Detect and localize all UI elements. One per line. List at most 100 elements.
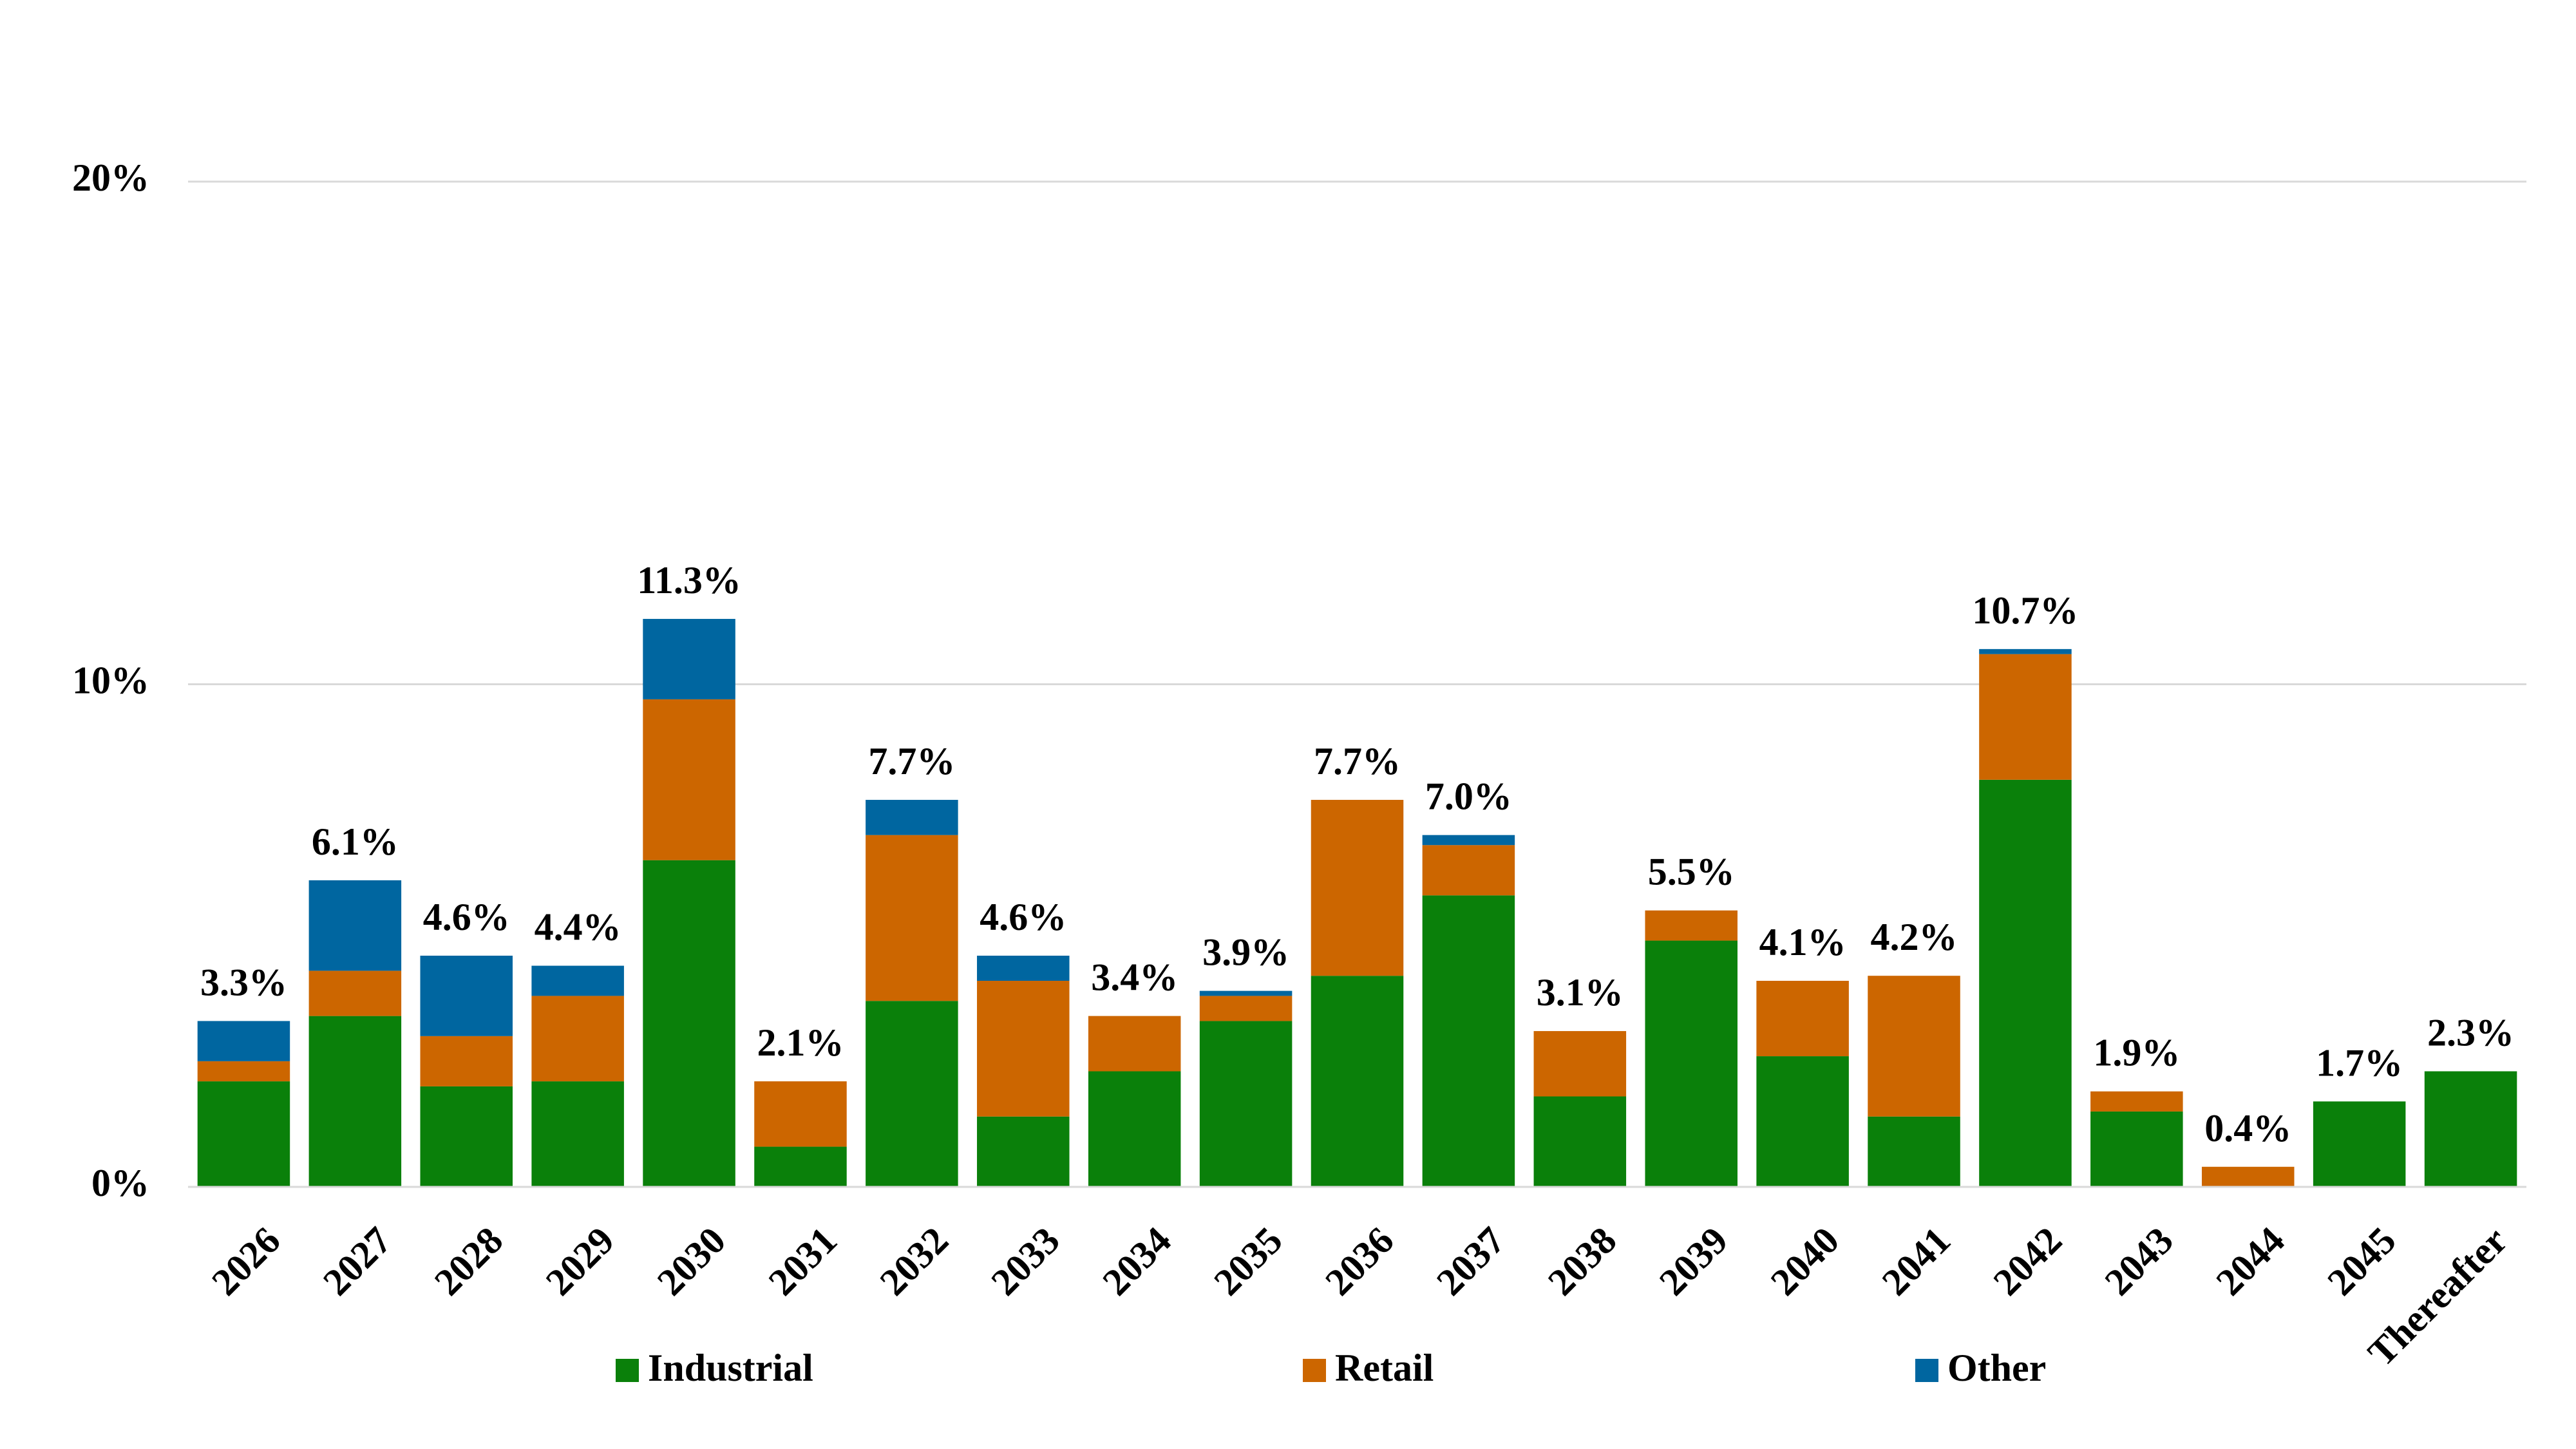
x-tick-label: 2033	[983, 1219, 1068, 1304]
data-label: 2.3%	[2427, 1011, 2514, 1054]
data-label: 1.7%	[2316, 1041, 2403, 1084]
bar-segment	[197, 1061, 290, 1082]
bar-segment	[420, 1036, 513, 1086]
bar-segment	[531, 965, 624, 996]
data-label: 10.7%	[1972, 589, 2078, 632]
bar-segment	[1422, 835, 1515, 846]
legend-swatch	[1915, 1359, 1938, 1382]
legend-label: Retail	[1335, 1347, 1434, 1389]
bar-segment	[1979, 654, 2072, 780]
bar-segment	[866, 835, 958, 1001]
bar-segment	[1979, 779, 2072, 1187]
bar-segment	[2090, 1111, 2183, 1187]
x-tick-label: 2044	[2208, 1219, 2293, 1304]
bar-segment	[1868, 1116, 1960, 1187]
bar-segment	[308, 880, 402, 971]
bar-segment	[866, 800, 958, 835]
bar-segment	[643, 699, 735, 860]
x-tick-label: 2032	[872, 1219, 957, 1304]
bar-segment	[1645, 910, 1738, 941]
bar-segment	[2201, 1166, 2295, 1187]
data-label: 11.3%	[637, 559, 741, 601]
bar-segment	[1422, 845, 1515, 896]
y-tick-label: 20%	[72, 156, 149, 199]
x-tick-label: 2040	[1763, 1219, 1848, 1304]
data-label: 3.9%	[1202, 931, 1289, 974]
x-tick-label: 2038	[1540, 1219, 1625, 1304]
bar-segment	[1199, 1021, 1293, 1187]
legend-swatch	[1303, 1359, 1326, 1382]
x-tick-label: 2045	[2319, 1219, 2404, 1304]
legend-swatch	[616, 1359, 639, 1382]
data-label: 1.9%	[2093, 1032, 2180, 1074]
x-tick-label: 2026	[204, 1219, 289, 1304]
data-label: 6.1%	[312, 820, 399, 863]
bar-segment	[1645, 940, 1738, 1187]
data-label: 3.3%	[200, 961, 287, 1003]
y-tick-label: 0%	[91, 1162, 149, 1204]
bar-segment	[2090, 1091, 2183, 1112]
bar-segment	[754, 1081, 847, 1147]
data-label: 7.7%	[1314, 740, 1401, 782]
bar-segment	[1311, 976, 1404, 1187]
bar-segment	[197, 1021, 290, 1061]
bar-segment	[1533, 1031, 1627, 1097]
legend-label: Other	[1947, 1347, 2046, 1389]
bar-segment	[531, 1081, 624, 1187]
y-tick-label: 10%	[72, 659, 149, 701]
x-tick-label: 2034	[1094, 1219, 1179, 1304]
bar-segment	[1088, 1071, 1181, 1187]
x-tick-label: 2035	[1206, 1219, 1291, 1304]
data-label: 3.4%	[1091, 956, 1178, 999]
data-label: 4.6%	[423, 896, 510, 938]
bar-segment	[977, 955, 1070, 981]
bar-segment	[1756, 1056, 1849, 1187]
bar-segment	[1199, 996, 1293, 1021]
bar-segment	[420, 955, 513, 1036]
legend-label: Industrial	[648, 1347, 813, 1389]
bar-segment	[866, 1001, 958, 1187]
data-label: 4.2%	[1871, 916, 1958, 958]
x-tick-label: 2036	[1317, 1219, 1402, 1304]
bar-segment	[2313, 1101, 2406, 1187]
x-tick-label: 2027	[315, 1219, 400, 1304]
bar-segment	[2424, 1071, 2517, 1187]
bar-segment	[1088, 1016, 1181, 1072]
bar-segment	[754, 1146, 847, 1187]
bar-segment	[1533, 1096, 1627, 1187]
data-label: 0.4%	[2204, 1107, 2291, 1150]
bar-segment	[308, 1016, 402, 1187]
bar-segment	[308, 971, 402, 1016]
bar-segment	[1422, 895, 1515, 1187]
data-label: 2.1%	[757, 1021, 844, 1064]
x-tick-label: 2042	[1985, 1219, 2070, 1304]
x-tick-label: 2041	[1874, 1219, 1959, 1304]
x-tick-label: 2039	[1651, 1219, 1736, 1304]
data-label: 3.1%	[1537, 971, 1624, 1014]
data-label: 7.7%	[868, 740, 955, 782]
data-label: 7.0%	[1425, 775, 1512, 818]
bar-segment	[1756, 980, 1849, 1057]
bar-segment	[643, 860, 735, 1187]
x-tick-label: 2031	[761, 1219, 846, 1304]
bar-segment	[1311, 800, 1404, 976]
bar-segment	[1199, 990, 1293, 996]
x-tick-label: 2037	[1428, 1219, 1513, 1304]
data-label: 4.1%	[1759, 921, 1846, 963]
x-tick-label: 2029	[538, 1219, 623, 1304]
bar-segment	[531, 996, 624, 1082]
bar-segment	[977, 1116, 1070, 1187]
bar-segment	[643, 619, 735, 699]
x-tick-label: 2043	[2096, 1219, 2181, 1304]
bar-segment	[197, 1081, 290, 1187]
data-label: 5.5%	[1648, 851, 1735, 893]
bar-segment	[1868, 976, 1960, 1117]
data-label: 4.6%	[980, 896, 1066, 938]
x-tick-label: 2030	[649, 1219, 734, 1304]
bar-segment	[1979, 649, 2072, 654]
x-tick-label: 2028	[426, 1219, 511, 1304]
data-label: 4.4%	[535, 906, 621, 949]
bar-segment	[977, 980, 1070, 1117]
bar-segment	[420, 1086, 513, 1187]
